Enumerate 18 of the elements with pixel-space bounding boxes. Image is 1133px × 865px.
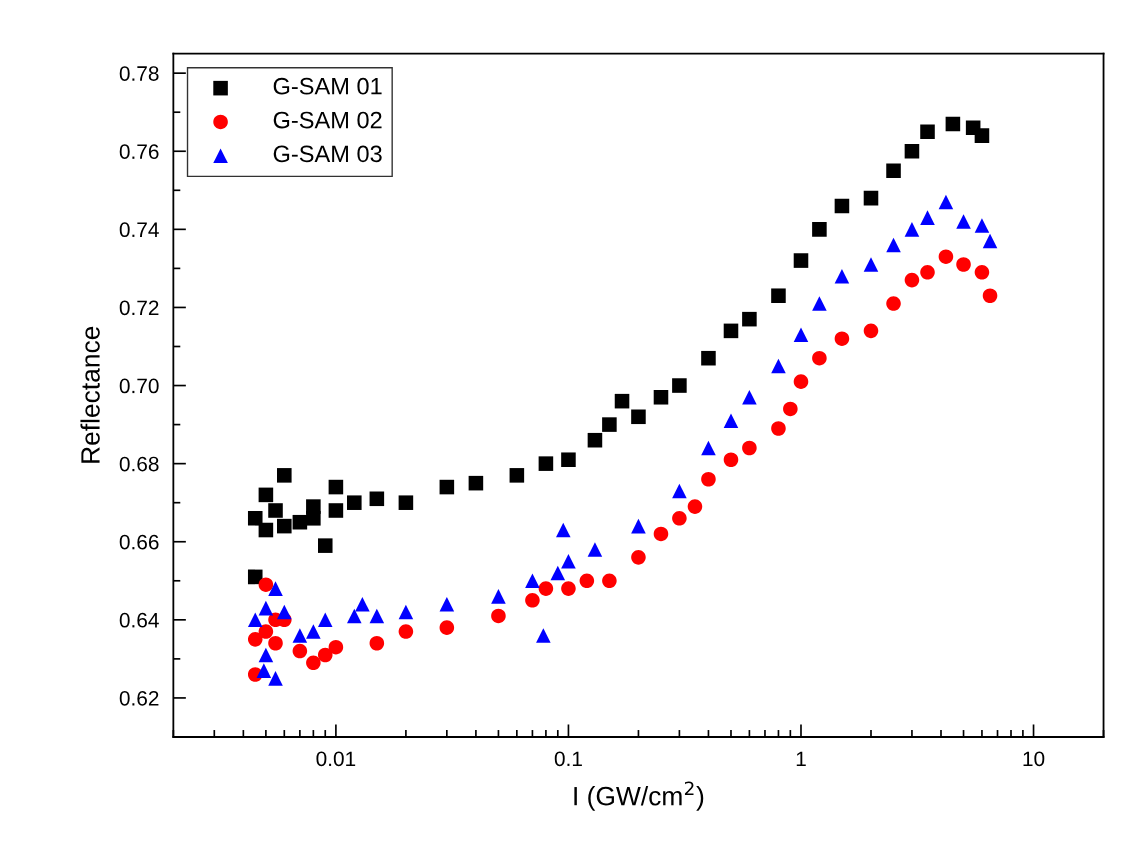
y-tick-label: 0.76	[119, 144, 159, 160]
y-tick-label: 0.68	[119, 456, 159, 472]
y-tick-label: 0.72	[119, 300, 159, 316]
y-tick-label: 0.64	[119, 612, 159, 628]
x-tick-label: 0.01	[316, 751, 356, 767]
legend-label: G-SAM 02	[273, 111, 382, 129]
y-axis-title: Reflectance	[80, 326, 100, 463]
legend-label: G-SAM 03	[273, 145, 382, 163]
legend-label: G-SAM 01	[273, 77, 382, 95]
y-tick-label: 0.78	[119, 66, 159, 81]
y-tick-label: 0.70	[119, 378, 159, 394]
y-tick-label: 0.62	[119, 690, 159, 706]
y-tick-label: 0.74	[119, 222, 159, 238]
x-tick-label: 0.1	[554, 751, 582, 767]
x-tick-label: 1	[796, 751, 806, 766]
x-tick-label: 10	[1023, 751, 1045, 767]
x-axis-title: I (GW/cm$^{2}$)	[574, 781, 704, 811]
y-tick-label: 0.66	[119, 534, 159, 550]
